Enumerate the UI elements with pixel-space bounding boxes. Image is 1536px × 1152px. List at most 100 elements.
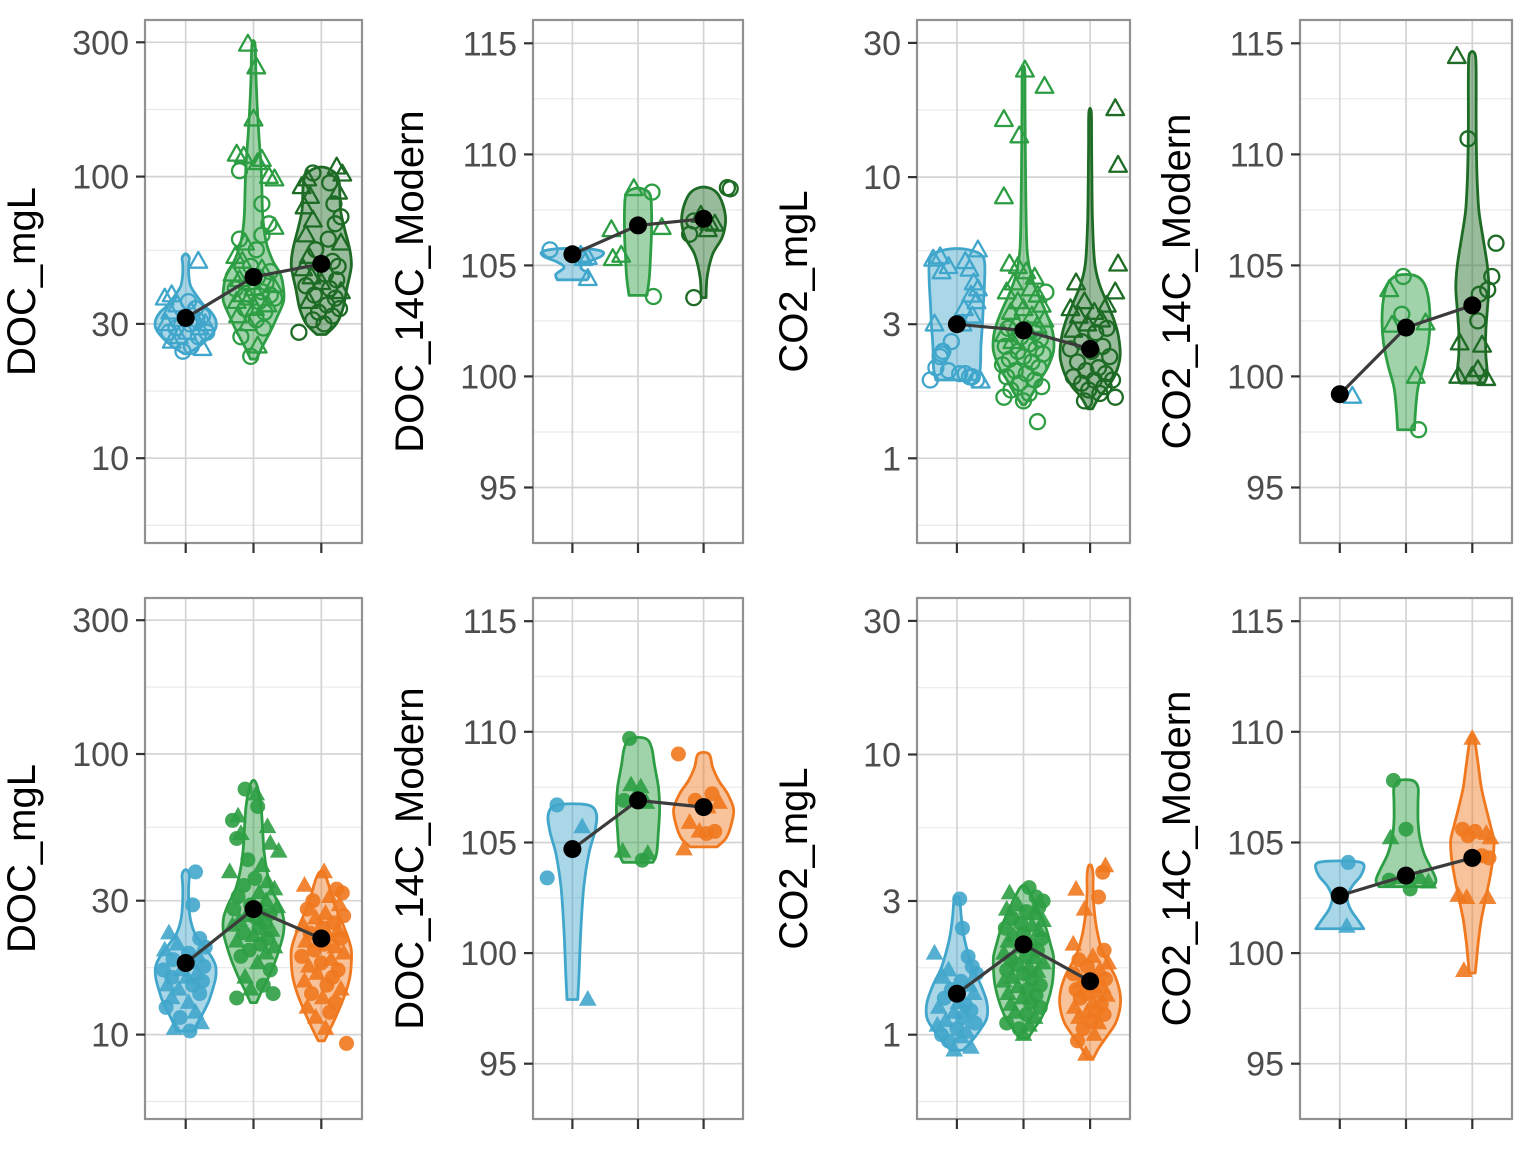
data-point-triangle	[161, 330, 182, 349]
data-point-circle	[942, 332, 960, 351]
data-point-circle	[232, 328, 250, 346]
data-point-circle	[955, 920, 970, 936]
mean-point	[1463, 848, 1482, 867]
data-point-triangle	[602, 248, 623, 267]
data-point-triangle	[246, 56, 267, 75]
data-point-triangle	[301, 266, 322, 285]
data-point-circle	[704, 786, 720, 802]
y-axis-title: CO2_14C_Modern	[1155, 691, 1199, 1027]
y-tick-label: 105	[1227, 825, 1284, 863]
data-point-circle	[1080, 381, 1098, 399]
data-point-circle	[158, 999, 174, 1015]
data-point-triangle	[253, 856, 271, 872]
data-point-triangle	[1089, 1013, 1108, 1030]
y-tick-label: 300	[72, 24, 129, 62]
data-point-triangle	[1020, 278, 1041, 297]
data-point-triangle	[250, 883, 268, 900]
data-point-triangle	[233, 145, 254, 164]
y-axis-title: DOC_mgL	[0, 764, 44, 953]
data-point-triangle	[1000, 883, 1019, 900]
y-tick-label: 115	[463, 603, 517, 641]
data-point-circle	[1087, 323, 1105, 342]
data-point-circle	[319, 230, 337, 248]
data-point-circle	[997, 920, 1013, 936]
data-point-circle	[326, 215, 344, 233]
y-tick-label: 100	[1227, 935, 1284, 973]
data-point-circle	[1459, 130, 1477, 148]
data-point-triangle	[160, 301, 181, 320]
data-point-circle	[240, 852, 256, 868]
data-point-triangle	[1014, 59, 1035, 78]
data-point-triangle	[298, 245, 319, 265]
data-point-triangle	[959, 258, 980, 277]
mean-point	[1397, 866, 1415, 885]
data-point-circle	[1402, 881, 1418, 897]
data-point-circle	[229, 990, 245, 1006]
data-point-circle	[1096, 942, 1112, 958]
y-tick-label: 95	[1246, 1046, 1284, 1084]
data-point-circle	[541, 241, 559, 259]
data-point-triangle	[1478, 888, 1497, 905]
data-point-circle	[185, 897, 201, 913]
data-point-triangle	[332, 163, 353, 182]
data-point-triangle	[265, 879, 284, 896]
data-point-triangle	[237, 313, 258, 332]
data-point-triangle	[306, 908, 325, 925]
data-point-circle	[721, 180, 739, 198]
mean-point	[312, 254, 331, 273]
data-point-circle	[999, 1015, 1015, 1031]
data-point-circle	[262, 962, 278, 978]
mean-point	[1330, 886, 1349, 905]
data-point-circle	[242, 347, 260, 366]
y-tick-label: 95	[1246, 470, 1284, 508]
mean-point	[1463, 296, 1482, 315]
data-point-circle	[643, 183, 661, 201]
data-point-triangle	[169, 979, 188, 996]
data-point-triangle	[993, 186, 1014, 205]
data-point-triangle	[298, 290, 319, 310]
y-tick-label: 95	[479, 1046, 517, 1084]
data-point-triangle	[613, 841, 632, 858]
data-point-triangle	[967, 239, 988, 258]
data-point-circle	[1106, 388, 1124, 406]
data-point-triangle	[158, 975, 177, 992]
data-point-triangle	[291, 176, 312, 195]
data-point-triangle	[929, 998, 948, 1014]
data-point-triangle	[1024, 266, 1045, 285]
mean-point	[176, 954, 195, 972]
data-point-triangle	[923, 248, 944, 267]
data-point-triangle	[651, 216, 672, 236]
mean-point	[312, 929, 331, 948]
data-point-triangle	[934, 967, 952, 984]
data-point-triangle	[297, 931, 315, 948]
data-point-triangle	[251, 148, 272, 167]
mean-point	[947, 315, 966, 334]
data-point-triangle	[1070, 1008, 1088, 1024]
data-point-triangle	[160, 923, 178, 940]
data-point-circle	[233, 948, 249, 964]
data-point-circle	[1481, 850, 1497, 866]
mean-point	[1081, 339, 1100, 358]
y-tick-label: 100	[460, 935, 517, 973]
data-point-circle	[685, 288, 703, 307]
data-point-triangle	[1108, 154, 1129, 173]
data-point-circle	[319, 977, 335, 993]
data-point-circle	[1469, 312, 1487, 330]
data-point-triangle	[1066, 272, 1087, 291]
data-point-triangle	[962, 305, 983, 324]
data-point-circle	[226, 901, 242, 917]
y-tick-label: 30	[91, 306, 129, 344]
data-point-triangle	[1021, 305, 1042, 324]
data-point-circle	[549, 797, 565, 813]
data-point-triangle	[258, 817, 277, 834]
data-point-triangle	[1105, 281, 1126, 300]
data-point-triangle	[1108, 253, 1129, 272]
data-point-triangle	[578, 990, 597, 1006]
y-axis-title: DOC_mgL	[0, 187, 44, 376]
data-point-triangle	[1009, 125, 1030, 144]
mean-point	[244, 268, 263, 286]
data-point-circle	[1075, 392, 1094, 410]
data-point-triangle	[697, 219, 718, 238]
data-point-triangle	[1379, 279, 1400, 298]
data-point-triangle	[316, 1019, 335, 1035]
